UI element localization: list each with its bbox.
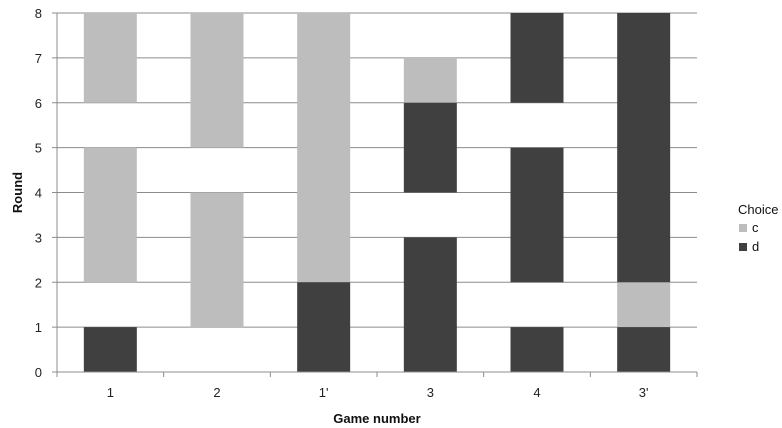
bar-c-1 (83, 147, 137, 283)
legend: Choice c d (738, 202, 778, 254)
bar-c-3 (297, 13, 351, 283)
y-tick-label: 7 (35, 51, 42, 66)
y-axis-title: Round (10, 172, 25, 213)
legend-swatch-c (739, 224, 747, 232)
bar-d-6 (617, 327, 671, 372)
x-tick-label: 3' (639, 385, 649, 400)
bar-c-2 (190, 13, 244, 148)
bar-d-4 (403, 102, 457, 193)
bar-d-5 (510, 147, 564, 283)
bar-c-6 (617, 282, 671, 328)
y-tick-label: 3 (35, 230, 42, 245)
bar-d-5 (510, 327, 564, 372)
legend-title: Choice (738, 202, 778, 217)
y-tick-label: 2 (35, 275, 42, 290)
x-tick-label: 1 (107, 385, 114, 400)
gridlines (57, 12, 697, 328)
bar-d-3 (297, 282, 351, 372)
bar-c-2 (190, 192, 244, 328)
legend-swatch-d (739, 243, 747, 251)
bar-c-1 (83, 13, 137, 103)
bar-c-4 (403, 57, 457, 103)
bar-d-1 (83, 327, 137, 372)
y-tick-label: 5 (35, 141, 42, 156)
legend-label-c: c (752, 220, 759, 235)
x-tick-label: 1' (319, 385, 329, 400)
y-tick-label: 0 (35, 365, 42, 380)
x-tick-label: 3 (427, 385, 434, 400)
axes (52, 12, 698, 377)
y-tick-label: 6 (35, 96, 42, 111)
y-tick-label: 4 (35, 186, 42, 201)
y-tick-label: 8 (35, 6, 42, 21)
bar-d-5 (510, 13, 564, 103)
x-tick-label: 4 (533, 385, 540, 400)
bar-d-4 (403, 237, 457, 372)
x-axis-title: Game number (333, 411, 420, 426)
x-tick-label: 2 (213, 385, 220, 400)
bars (83, 13, 671, 372)
legend-label-d: d (752, 239, 759, 254)
y-tick-label: 1 (35, 320, 42, 335)
bar-d-6 (617, 13, 671, 283)
tick-labels: 0 1 2 3 4 5 6 7 8 1 2 1' 3 4 3' (35, 6, 649, 400)
